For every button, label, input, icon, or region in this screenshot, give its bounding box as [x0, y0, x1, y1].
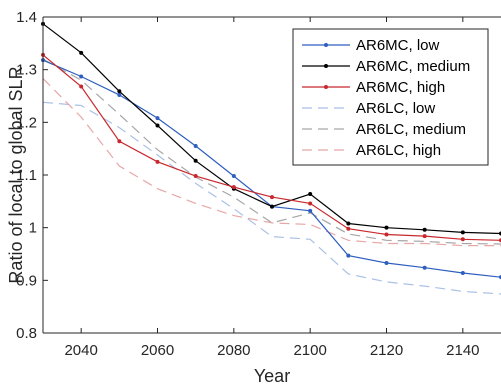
data-point	[79, 84, 84, 89]
data-point	[79, 74, 84, 79]
data-point	[422, 227, 427, 232]
data-point	[384, 232, 389, 237]
y-tick-label: 1.2	[16, 114, 37, 131]
data-point	[155, 116, 160, 121]
y-tick-label: 0.8	[16, 325, 37, 342]
legend-label: AR6MC, low	[356, 37, 440, 54]
ticks-layer: 0.8 0.9 1 1.1 1.2 1.3 1.4 2040 2060 2080 2100 2120 2…	[16, 9, 479, 359]
x-axis-label: Year	[254, 366, 290, 386]
data-point	[460, 237, 465, 242]
legend-label: AR6LC, medium	[356, 121, 466, 138]
data-point	[155, 159, 160, 164]
legend-items: AR6MC, low AR6MC, medium AR6MC, high AR6LC,…	[302, 37, 470, 159]
data-point	[79, 50, 84, 55]
legend: AR6MC, low AR6MC, medium AR6MC, high AR6LC,…	[292, 28, 489, 166]
series-line	[42, 101, 501, 295]
data-point	[308, 191, 313, 196]
legend-label: AR6MC, medium	[356, 58, 470, 75]
y-axis-label: Ratio of local to global SLR	[6, 66, 26, 283]
legend-label: AR6LC, low	[356, 100, 435, 117]
data-point	[193, 174, 198, 179]
y-tick-label: 1.1	[16, 167, 37, 184]
legend-marker	[324, 64, 328, 68]
y-tick-label: 1.4	[16, 9, 37, 26]
x-tick-label: 2080	[217, 342, 250, 359]
y-tick-label: 1.3	[16, 62, 37, 79]
legend-box	[292, 28, 489, 166]
series-line	[42, 78, 501, 247]
x-tick-label: 2040	[64, 342, 97, 359]
x-tick-label: 2140	[446, 342, 479, 359]
data-point	[460, 270, 465, 275]
data-point	[460, 230, 465, 235]
x-tick-label: 2120	[370, 342, 403, 359]
data-point	[231, 174, 236, 179]
x-tick-label: 2060	[141, 342, 174, 359]
legend-label: AR6LC, high	[356, 142, 441, 159]
data-point	[384, 260, 389, 265]
data-point	[346, 226, 351, 231]
series-layer	[41, 21, 501, 295]
data-point	[231, 185, 236, 190]
y-tick-label: 0.9	[16, 272, 37, 289]
data-point	[422, 265, 427, 270]
data-point	[117, 89, 122, 94]
legend-label: AR6MC, high	[356, 79, 445, 96]
data-point	[384, 225, 389, 230]
legend-marker	[324, 43, 328, 47]
data-point	[117, 139, 122, 144]
data-point	[155, 123, 160, 128]
data-point	[193, 158, 198, 163]
x-tick-label: 2100	[293, 342, 326, 359]
legend-marker	[324, 85, 328, 89]
data-point	[117, 92, 122, 97]
data-point	[422, 234, 427, 239]
data-point	[308, 201, 313, 206]
data-point	[346, 253, 351, 258]
data-point	[270, 204, 274, 209]
data-point	[270, 195, 274, 200]
data-point	[308, 208, 313, 213]
y-tick-label: 1	[29, 220, 37, 237]
data-point	[346, 221, 351, 226]
data-point	[193, 144, 198, 149]
